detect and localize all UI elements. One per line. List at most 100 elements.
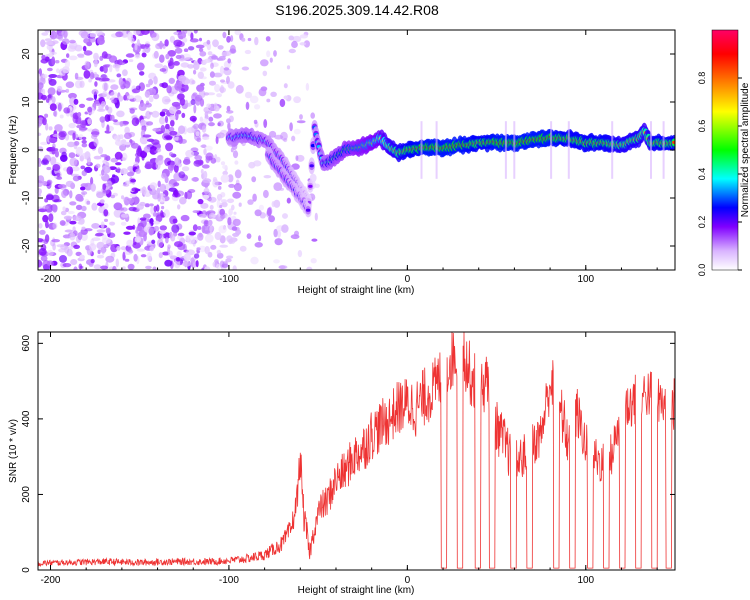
spectrogram-noise-speck <box>165 53 170 60</box>
spectrogram-noise-speck <box>254 104 261 110</box>
spectrogram-noise-speck <box>254 36 259 46</box>
spectrogram-noise-speck <box>191 177 199 182</box>
spectrogram-noise-speck <box>182 158 191 165</box>
spectrogram-noise-speck <box>178 136 183 144</box>
spectrogram-noise-speck <box>72 175 80 182</box>
spectrogram-noise-speck <box>42 205 49 210</box>
spectrogram-noise-speck <box>38 82 44 90</box>
spectrogram-noise-speck <box>73 244 80 249</box>
spectrogram-noise-speck <box>120 221 127 226</box>
spectrogram-noise-speck <box>83 50 93 56</box>
spectrogram-noise-speck <box>115 31 123 38</box>
spectrogram-noise-speck <box>260 59 269 67</box>
spectrogram-noise-speck <box>258 88 267 97</box>
spectrogram-noise-speck <box>220 213 226 220</box>
spectrogram-noise-speck <box>208 122 215 127</box>
colorbar-tick-label: 0.4 <box>697 168 707 181</box>
spectrogram-noise-speck <box>249 95 259 104</box>
spectrogram-noise-speck <box>89 72 95 80</box>
spectrogram-noise-speck <box>273 50 277 57</box>
spectrogram-noise-speck <box>42 117 47 126</box>
spectrogram-noise-speck <box>136 225 143 232</box>
spectrogram-noise-speck <box>269 130 277 138</box>
spectrogram-noise-speck <box>81 136 87 140</box>
spectrogram-noise-speck <box>193 62 200 70</box>
spectrogram-noise-speck <box>93 71 98 78</box>
spectrogram-noise-speck <box>140 44 146 49</box>
spectrogram-noise-speck <box>75 146 83 156</box>
spectrogram-noise-speck <box>232 218 241 227</box>
x-tick-label: -200 <box>40 575 60 586</box>
spectrogram-noise-speck <box>273 182 283 192</box>
spectrogram-noise-speck <box>96 254 105 259</box>
spectrogram-noise-speck <box>173 164 179 173</box>
spectrogram-noise-speck <box>220 161 226 166</box>
spectrogram-noise-speck <box>97 249 101 255</box>
spectrogram-noise-speck <box>40 255 48 262</box>
spectrogram-noise-speck <box>40 94 48 100</box>
spectrogram-noise-speck <box>74 72 79 80</box>
spectrogram-noise-speck <box>159 225 167 231</box>
spectrogram-noise-speck <box>266 50 271 58</box>
spectrogram-noise-speck <box>64 229 74 233</box>
spectrogram-noise-speck <box>294 230 299 237</box>
spectrogram-noise-speck <box>218 225 227 234</box>
spectrogram-noise-speck <box>44 38 53 42</box>
spectrogram-noise-speck <box>127 166 135 171</box>
spectrogram-noise-speck <box>190 147 199 152</box>
spectrogram-noise-speck <box>69 201 77 206</box>
spectrogram-noise-speck <box>106 180 112 188</box>
spectrogram-noise-speck <box>161 108 169 113</box>
spectrogram-noise-speck <box>51 239 60 243</box>
colorbar-tick-label: 0.8 <box>697 72 707 85</box>
spectrogram-noise-speck <box>192 224 198 232</box>
spectrogram-noise-speck <box>159 68 167 72</box>
spectrogram-noise-speck <box>155 204 160 212</box>
spectrogram-streak <box>611 121 614 179</box>
spectrogram-noise-speck <box>184 99 189 108</box>
spectrogram-noise-speck <box>61 190 68 199</box>
spectrogram-noise-speck <box>101 234 107 240</box>
spectrogram-noise-speck <box>209 225 213 233</box>
spectrogram-noise-speck <box>152 266 157 270</box>
spectrogram-noise-speck <box>244 49 252 55</box>
spectrogram-noise-speck <box>110 175 120 184</box>
spectrogram-noise-speck <box>96 241 105 250</box>
spectrogram-noise-speck <box>251 176 257 183</box>
spectrogram-noise-speck <box>151 110 160 118</box>
spectrogram-noise-speck <box>100 221 105 229</box>
spectrogram-noise-speck <box>77 53 85 57</box>
spectrogram-noise-speck <box>60 154 68 162</box>
spectrogram-noise-speck <box>195 131 200 137</box>
spectrogram-noise-speck <box>78 127 87 132</box>
spectrogram-noise-speck <box>66 166 74 175</box>
spectrogram-noise-speck <box>219 204 223 209</box>
spectrogram-noise-speck <box>196 137 202 143</box>
spectrogram-noise-speck <box>225 258 232 263</box>
spectrogram-noise-speck <box>292 35 302 43</box>
spectrogram-noise-speck <box>81 205 87 212</box>
spectrogram-noise-speck <box>233 183 242 192</box>
spectrogram-noise-speck <box>211 55 218 60</box>
spectrogram-noise-speck <box>281 224 289 233</box>
spectrogram-noise-speck <box>226 255 234 259</box>
colorbar-tick-label: 0.6 <box>697 120 707 133</box>
spectrogram-noise-speck <box>210 244 217 250</box>
spectrogram-noise-speck <box>148 227 154 236</box>
spectrogram-noise-speck <box>127 95 134 100</box>
spectrogram-noise-speck <box>69 232 76 241</box>
spectrogram-noise-speck <box>204 145 213 151</box>
spectrogram-noise-speck <box>222 261 228 266</box>
spectrogram-noise-speck <box>122 69 128 77</box>
spectrogram-noise-speck <box>40 58 49 64</box>
snr-line-layer <box>38 332 675 569</box>
spectrogram-noise-speck <box>52 164 61 171</box>
spectrogram-noise-speck <box>164 115 169 124</box>
spectrogram-noise-speck <box>227 217 232 226</box>
spectrogram-noise-speck <box>120 168 128 175</box>
spectrogram-noise-speck <box>185 149 195 158</box>
spectrogram-noise-speck <box>244 91 253 99</box>
spectrogram-noise-speck <box>253 160 262 167</box>
spectrogram-noise-speck <box>104 218 108 222</box>
